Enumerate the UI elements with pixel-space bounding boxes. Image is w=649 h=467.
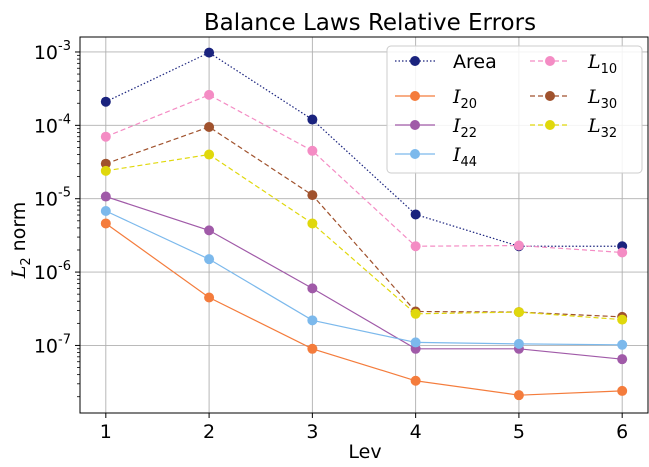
data-point bbox=[617, 247, 628, 258]
legend-label: I22 bbox=[452, 115, 477, 141]
series-l32 bbox=[100, 149, 628, 325]
legend-item-l30: L30 bbox=[530, 86, 617, 112]
plot-frame bbox=[79, 36, 649, 414]
series-l10 bbox=[100, 89, 628, 258]
data-point bbox=[617, 385, 628, 396]
legend-label: I20 bbox=[452, 86, 477, 112]
data-point bbox=[100, 205, 111, 216]
legend-marker bbox=[545, 120, 555, 130]
data-point bbox=[307, 315, 318, 326]
legend-item-area: Area bbox=[395, 51, 497, 73]
series-line bbox=[105, 94, 623, 254]
y-axis-label-main: L bbox=[8, 266, 30, 280]
data-point bbox=[513, 390, 524, 401]
legend: Area I20 I22 I44 L10 L30 L32 bbox=[386, 45, 643, 174]
series-line bbox=[105, 195, 623, 360]
legend-marker bbox=[410, 91, 420, 101]
data-point bbox=[100, 158, 111, 169]
y-axis-label-sub: 2 bbox=[19, 257, 34, 265]
data-point bbox=[100, 96, 111, 107]
data-point bbox=[307, 190, 318, 201]
series-i22 bbox=[100, 191, 628, 365]
data-point bbox=[617, 314, 628, 325]
legend-label: L32 bbox=[587, 115, 617, 141]
data-point bbox=[307, 145, 318, 156]
y-tick-label: 10-5 bbox=[34, 186, 71, 211]
legend-marker bbox=[410, 56, 420, 66]
data-point bbox=[617, 339, 628, 350]
data-point bbox=[307, 283, 318, 294]
data-point bbox=[410, 375, 421, 386]
x-tick-label: 3 bbox=[306, 421, 318, 443]
data-point bbox=[204, 254, 215, 265]
legend-marker bbox=[410, 149, 420, 159]
data-point bbox=[204, 47, 215, 58]
legend-box bbox=[386, 45, 643, 174]
series-line bbox=[105, 51, 623, 247]
data-point bbox=[307, 114, 318, 125]
x-axis-label: Lev bbox=[348, 441, 381, 462]
series-line bbox=[105, 153, 623, 321]
legend-label: L30 bbox=[587, 86, 617, 112]
data-point bbox=[100, 218, 111, 229]
y-axis-label: L2 norm bbox=[8, 202, 34, 280]
y-tick-label: 10-6 bbox=[34, 259, 71, 284]
legend-label: L10 bbox=[587, 51, 617, 77]
legend-item-i22: I22 bbox=[395, 115, 477, 141]
series-line bbox=[105, 126, 623, 318]
legend-marker bbox=[545, 56, 555, 66]
legend-label: I44 bbox=[452, 144, 477, 170]
y-tick-label: 10-7 bbox=[34, 332, 71, 357]
data-point bbox=[204, 89, 215, 100]
data-point bbox=[513, 338, 524, 349]
legend-label: Area bbox=[453, 51, 497, 73]
x-tick-label: 6 bbox=[616, 421, 628, 443]
data-point bbox=[204, 225, 215, 236]
legend-item-i20: I20 bbox=[395, 86, 477, 112]
data-point bbox=[100, 165, 111, 176]
y-axis-label-suffix: norm bbox=[8, 202, 30, 258]
legend-marker bbox=[545, 91, 555, 101]
data-point bbox=[307, 218, 318, 229]
x-tick-label: 1 bbox=[100, 421, 112, 443]
data-point bbox=[204, 292, 215, 303]
legend-item-l10: L10 bbox=[530, 51, 617, 77]
svg-text:L2 norm: L2 norm bbox=[8, 202, 34, 280]
series-line bbox=[105, 210, 623, 346]
data-point bbox=[513, 307, 524, 318]
data-point bbox=[100, 191, 111, 202]
x-tick-label: 2 bbox=[203, 421, 215, 443]
legend-marker bbox=[410, 120, 420, 130]
legend-item-i44: I44 bbox=[395, 144, 477, 170]
chart-title: Balance Laws Relative Errors bbox=[204, 10, 536, 36]
data-point bbox=[410, 308, 421, 319]
data-point bbox=[204, 121, 215, 132]
data-point bbox=[410, 209, 421, 220]
data-point bbox=[410, 337, 421, 348]
series-layer bbox=[100, 47, 628, 401]
series-line bbox=[105, 222, 623, 396]
series-i44 bbox=[100, 205, 628, 350]
data-point bbox=[204, 149, 215, 160]
legend-item-l32: L32 bbox=[530, 115, 617, 141]
axes: 1 2 3 4 5 6 10-7 10-6 10-5 10-4 10-3 bbox=[34, 36, 649, 443]
data-point bbox=[410, 241, 421, 252]
y-tick-label: 10-3 bbox=[34, 39, 71, 64]
x-tick-label: 4 bbox=[410, 421, 422, 443]
y-tick-label: 10-4 bbox=[34, 112, 71, 137]
data-point bbox=[617, 354, 628, 365]
data-point bbox=[513, 240, 524, 251]
data-point bbox=[100, 131, 111, 142]
data-point bbox=[307, 343, 318, 354]
x-tick-label: 5 bbox=[513, 421, 525, 443]
series-i20 bbox=[100, 218, 628, 401]
